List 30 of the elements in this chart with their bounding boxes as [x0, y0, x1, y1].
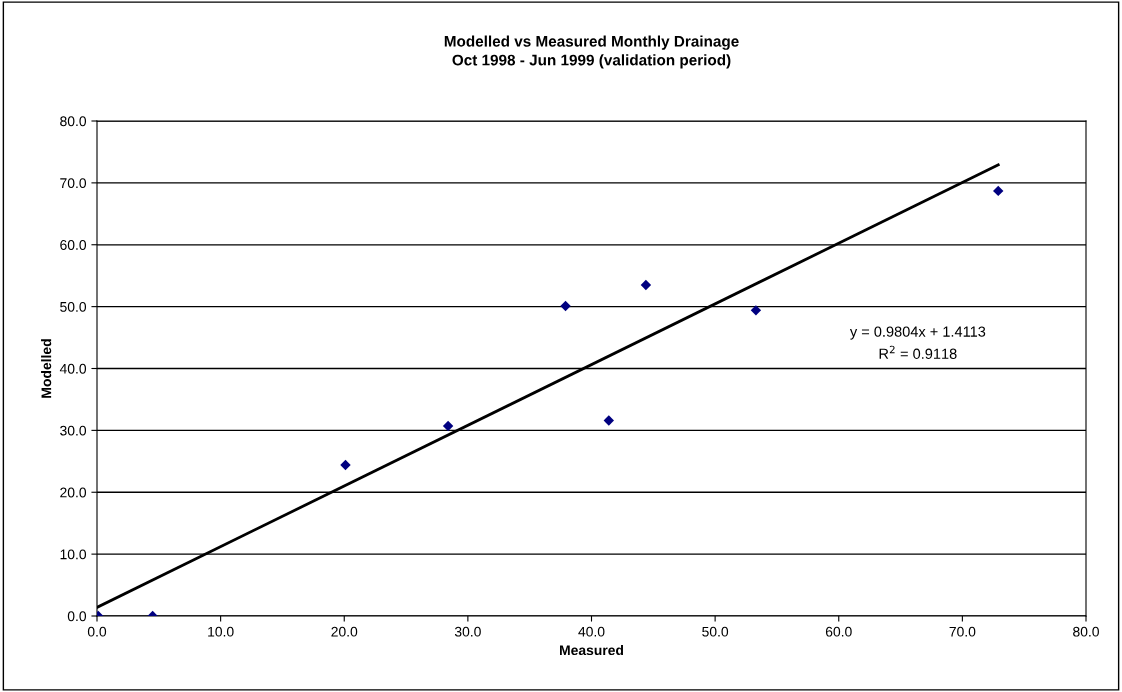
chart-title: Modelled vs Measured Monthly Drainage Oct 1998 - Jun 1999 (validation period) [444, 35, 739, 69]
annotation: R$^{2}$ = 0.9118 [879, 345, 957, 359]
point [750, 305, 762, 316]
x-tick-label: 0.0 [87, 626, 107, 637]
y-tick-label: 20.0 [60, 487, 87, 498]
x-tick-label: 80.0 [1073, 626, 1099, 637]
x-tick-label: 40.0 [578, 626, 605, 637]
point [993, 185, 1004, 197]
point [442, 420, 454, 432]
x-tick-label: 70.0 [949, 626, 976, 637]
point [340, 459, 351, 471]
point [640, 279, 652, 291]
y-axis-title: Modelled [41, 339, 52, 398]
y-tick-label: 80.0 [60, 116, 87, 127]
point [603, 415, 614, 426]
annotation: y = 0.9804x + 1.4113 [849, 326, 986, 340]
x-tick-label: 30.0 [454, 626, 481, 637]
x-tick-label: 50.0 [702, 626, 729, 637]
y-tick-label: 40.0 [59, 363, 87, 374]
point [560, 300, 571, 312]
x-tick-label: 20.0 [331, 626, 358, 637]
x-tick-label: 60.0 [825, 626, 852, 637]
y-tick-label: 50.0 [60, 301, 87, 312]
y-tick-label: 10.0 [60, 549, 87, 560]
y-tick-label: 0.0 [67, 611, 87, 622]
y-tick-label: 30.0 [60, 425, 87, 436]
y-tick-label: 70.0 [60, 178, 87, 189]
x-tick-label: 10.0 [208, 626, 234, 637]
y-tick-label: 60.0 [60, 240, 87, 250]
x-axis-title: Measured [560, 644, 624, 656]
